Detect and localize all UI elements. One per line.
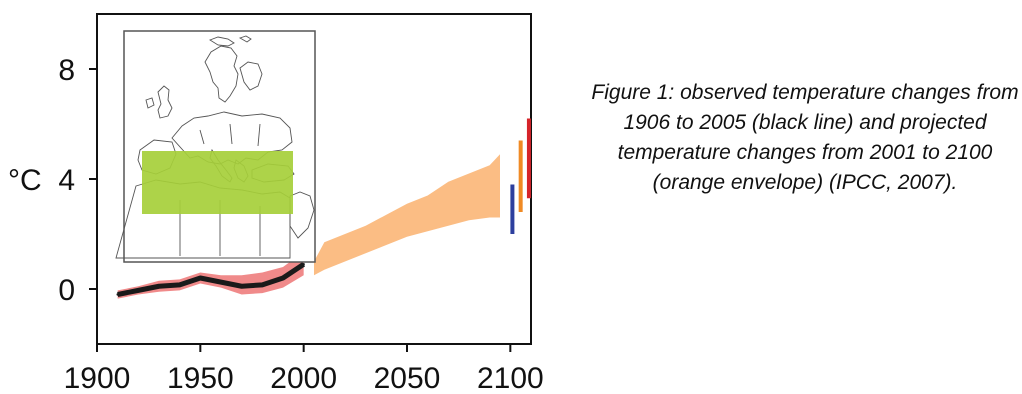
study-region	[142, 151, 293, 214]
line-point	[281, 276, 285, 280]
line-point	[261, 283, 264, 287]
band-series-2	[314, 154, 500, 276]
line-point	[116, 293, 119, 296]
inset-map	[115, 30, 316, 263]
y-tick-label: 4	[58, 164, 75, 197]
line-series-0	[117, 262, 306, 297]
x-tick-label: 2050	[374, 362, 441, 394]
x-tick-label: 2000	[270, 362, 337, 394]
x-tick-label: 1900	[64, 362, 131, 394]
line-point	[157, 285, 161, 288]
inset-map-frame	[123, 30, 316, 263]
x-tick-label: 1950	[167, 362, 234, 394]
y-tick-label: 8	[58, 54, 75, 87]
y-axis-label: °C	[8, 164, 42, 197]
line-point	[219, 280, 223, 284]
line-point	[302, 263, 305, 266]
line-point	[137, 289, 140, 292]
line-point	[199, 276, 202, 280]
line-point	[178, 283, 181, 287]
line-point	[240, 285, 243, 288]
y-tick-label: 0	[58, 274, 75, 307]
figure-caption: Figure 1: observed temperature changes f…	[591, 81, 1019, 194]
x-tick-label: 2100	[477, 362, 544, 394]
